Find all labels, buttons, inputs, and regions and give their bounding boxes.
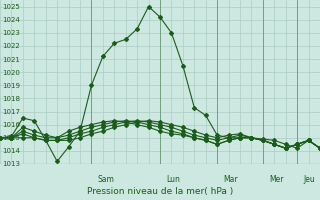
Text: Jeu: Jeu [304, 176, 315, 184]
Text: Mer: Mer [269, 176, 284, 184]
Text: Mar: Mar [224, 176, 238, 184]
Text: Sam: Sam [98, 176, 115, 184]
Text: Lun: Lun [166, 176, 180, 184]
Text: Pression niveau de la mer( hPa ): Pression niveau de la mer( hPa ) [87, 187, 233, 196]
